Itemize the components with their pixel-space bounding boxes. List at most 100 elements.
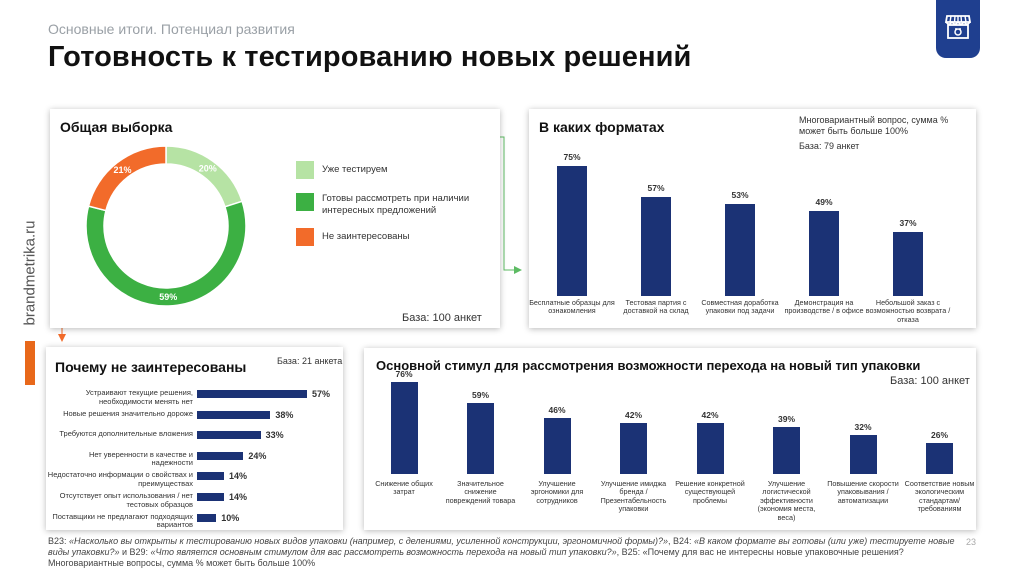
stimulus-bar-0 — [390, 382, 418, 474]
reason-label-0: Устраивают текущие решения, необходимост… — [85, 388, 193, 406]
reason-bar-0 — [197, 390, 307, 398]
stimulus-bar-value-1: 59% — [471, 389, 489, 400]
reason-label-3: Нет уверенности в качестве и надежности — [88, 449, 193, 468]
stimulus-bar-category-5: Улучшение логистической эффективности (э… — [757, 479, 816, 522]
formats-note: Многовариантный вопрос, сумма % может бы… — [799, 115, 949, 136]
reason-bar-5 — [197, 493, 225, 501]
footnote-q2: , B24: — [668, 536, 692, 546]
reason-bar-2 — [197, 431, 261, 440]
stimulus-bar-6 — [849, 435, 877, 474]
side-brand-text: brandmetrika.ru — [21, 220, 39, 326]
formats-bar-category-3: Демонстрация на производстве / в офисе — [784, 298, 864, 316]
legend-swatch-testing — [296, 161, 314, 179]
reason-bar-1 — [197, 410, 271, 419]
donut-label-0: 20% — [199, 164, 217, 174]
stimulus-bar-value-5: 39% — [777, 413, 795, 424]
stimulus-bar-category-1: Значительное снижение повреждений товара — [445, 479, 516, 505]
not-interested-title: Почему не заинтересованы — [55, 359, 247, 375]
stimulus-panel: Основной стимул для рассмотрения возможн… — [364, 348, 976, 530]
formats-bar-value-3: 49% — [815, 197, 833, 208]
page-title: Готовность к тестированию новых решений — [48, 41, 692, 73]
legend-item-testing: Уже тестируем — [296, 161, 388, 179]
reason-label-5: Отсутствует опыт использования / нет тес… — [59, 491, 193, 509]
legend-item-ready: Готовы рассмотреть при наличии интересны… — [296, 193, 496, 217]
stimulus-bar-5 — [773, 426, 800, 474]
reason-bar-3 — [197, 451, 244, 460]
formats-title: В каких форматах — [539, 119, 665, 135]
formats-panel: В каких форматах Многовариантный вопрос,… — [529, 109, 976, 328]
reason-label-4: Недостаточно информации о свойствах и пр… — [47, 470, 193, 488]
footnote-q2-text: «В каком формате вы готовы (или уже) тес… — [48, 536, 955, 557]
legend-label-testing: Уже тестируем — [322, 164, 388, 175]
stimulus-bar-value-0: 76% — [395, 369, 413, 379]
page-number: 23 — [966, 537, 977, 547]
reason-bar-value-3: 24% — [248, 450, 267, 461]
donut-slice-0 — [165, 145, 244, 208]
not-interested-panel: Почему не заинтересованы База: 21 анкета… — [46, 347, 343, 530]
footnote-q1-text: «Насколько вы открыты к тестированию нов… — [69, 536, 668, 546]
stimulus-bar-value-4: 42% — [701, 410, 719, 421]
stimulus-bar-category-7: Соответствие новым экологическим стандар… — [904, 479, 975, 514]
stimulus-bar-value-7: 26% — [930, 429, 948, 440]
side-accent-bar — [25, 341, 35, 385]
stimulus-bar-category-2: Улучшение эргономики для сотрудников — [530, 479, 584, 505]
formats-bar-category-0: Бесплатные образцы для ознакомления — [529, 298, 615, 316]
formats-bar-3 — [809, 211, 839, 296]
formats-base: База: 79 анкет — [799, 141, 860, 151]
stimulus-bar-category-4: Решение конкретной существующей проблемы — [675, 479, 745, 505]
footnote-q3: и B29: — [119, 547, 149, 557]
stimulus-bar-category-3: Улучшение имиджа бренда / Презентабельно… — [600, 479, 667, 514]
legend-swatch-ready — [296, 193, 314, 211]
stimulus-title: Основной стимул для рассмотрения возможн… — [376, 358, 921, 373]
stimulus-bar-value-2: 46% — [548, 405, 566, 416]
stimulus-bar-value-6: 32% — [854, 422, 872, 433]
formats-bar-chart: 75% Бесплатные образцы для ознакомления 57… — [529, 109, 976, 328]
not-interested-base: База: 21 анкета — [277, 356, 343, 366]
formats-bar-value-4: 37% — [899, 217, 917, 228]
overall-title: Общая выборка — [60, 119, 173, 135]
legend-label-ready: Готовы рассмотреть при наличии интересны… — [322, 193, 470, 216]
stimulus-base: База: 100 анкет — [890, 375, 970, 387]
reason-bar-value-0: 57% — [312, 389, 331, 399]
reason-bar-value-1: 38% — [275, 409, 294, 420]
stimulus-bar-value-3: 42% — [624, 410, 642, 421]
stimulus-bar-4 — [696, 423, 724, 474]
shop-logo — [936, 0, 980, 58]
formats-bar-2 — [725, 204, 755, 296]
stimulus-bar-3 — [620, 423, 647, 474]
reason-bar-6 — [197, 513, 217, 522]
donut-slice-2 — [87, 145, 167, 212]
stimulus-bar-category-6: Повышение скорости упаковывания / автома… — [827, 479, 899, 505]
legend-label-not-interested: Не заинтересованы — [322, 231, 410, 242]
formats-bar-category-4: Небольшой заказ с возможностью возврата … — [865, 298, 951, 324]
side-brand: brandmetrika.ru — [20, 208, 40, 338]
footnote-q1: B23: — [48, 536, 67, 546]
reason-bar-4 — [197, 472, 225, 481]
reason-bar-value-4: 14% — [229, 471, 248, 482]
overall-donut-chart: 20% 59% 21% — [85, 145, 247, 307]
footnote: B23: «Насколько вы открыты к тестировани… — [48, 536, 963, 569]
reason-label-6: Поставщики не предлагают подходящих вари… — [52, 511, 193, 530]
stimulus-bar-2 — [543, 418, 571, 474]
reason-bar-value-6: 10% — [221, 512, 240, 523]
legend-item-not-interested: Не заинтересованы — [296, 228, 410, 246]
formats-bar-value-2: 53% — [731, 190, 749, 201]
stimulus-bar-category-0: Снижение общих затрат — [375, 479, 433, 497]
reasons-bar-chart: Устраивают текущие решения, необходимост… — [46, 347, 343, 530]
overall-base: База: 100 анкет — [402, 312, 482, 324]
stimulus-bar-1 — [467, 402, 494, 474]
stimulus-bar-7 — [926, 442, 953, 474]
stimulus-bar-chart: 76% Снижение общих затрат 59% Значительное … — [364, 348, 976, 530]
formats-bar-category-1: Тестовая партия с доставкой на склад — [623, 298, 689, 316]
page-subtitle: Основные итоги. Потенциал развития — [48, 21, 295, 37]
donut-slice-1 — [85, 200, 247, 307]
formats-bar-category-2: Совместная доработка упаковки под задачи — [701, 298, 779, 316]
formats-bar-value-1: 57% — [647, 183, 665, 194]
reason-label-1: Новые решения значительно дороже — [63, 408, 193, 418]
reason-label-2: Требуются дополнительные вложения — [59, 429, 193, 439]
reason-bar-value-5: 14% — [229, 492, 248, 502]
reason-bar-value-2: 33% — [265, 430, 284, 441]
formats-bar-1 — [641, 197, 671, 296]
formats-bar-4 — [893, 231, 923, 296]
legend-swatch-not-interested — [296, 228, 314, 246]
